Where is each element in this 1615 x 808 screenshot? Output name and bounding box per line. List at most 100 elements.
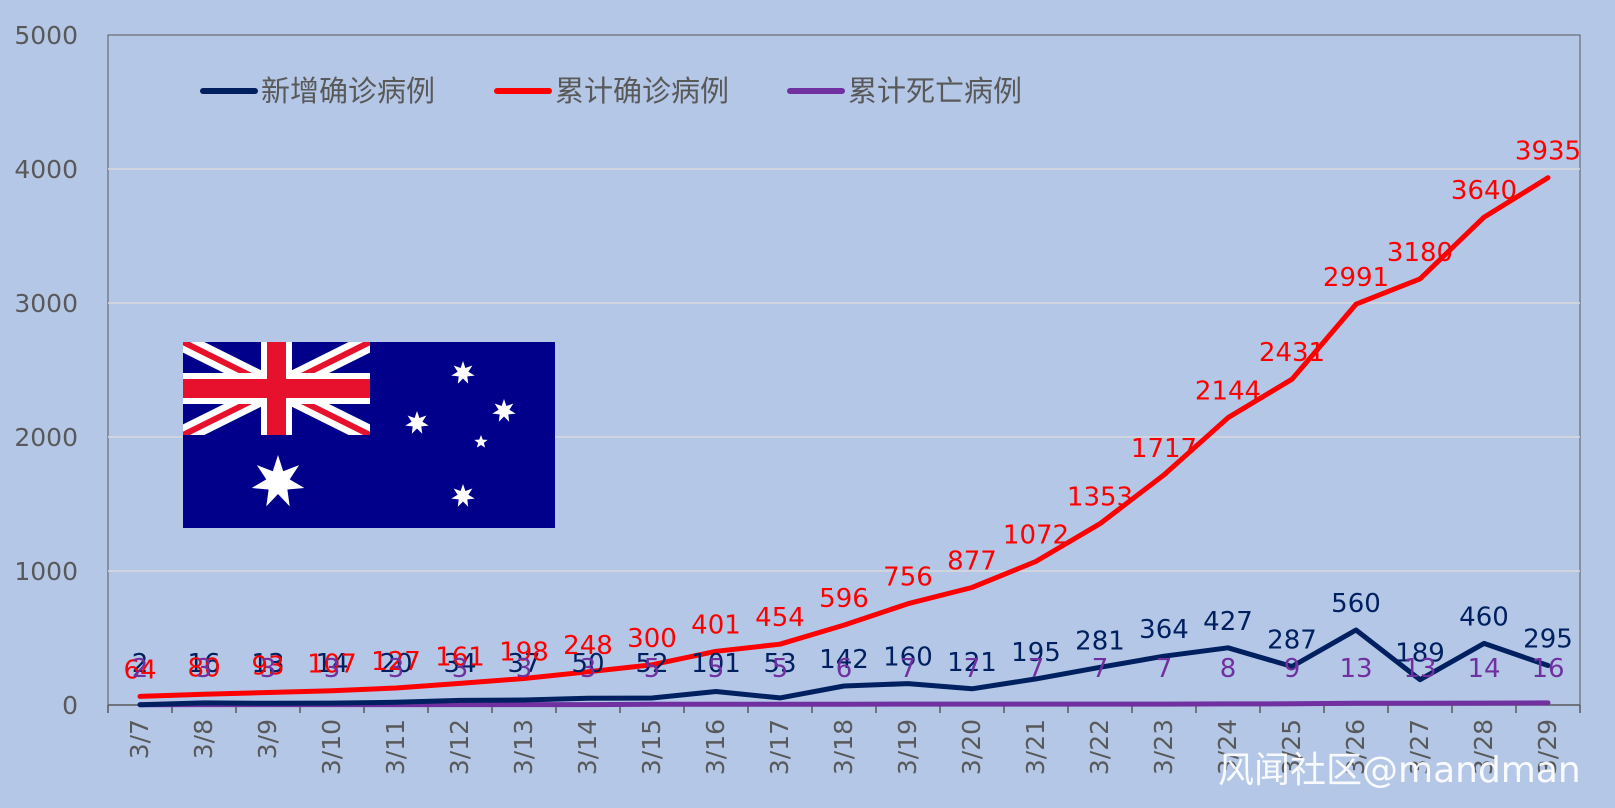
series-line-cumulative-cases — [137, 175, 1551, 699]
data-label-new: 460 — [1459, 602, 1509, 632]
data-label-new: 16 — [187, 649, 220, 679]
data-label-new: 50 — [571, 649, 604, 679]
data-label-new: 2 — [132, 649, 149, 679]
y-tick-label: 1000 — [14, 557, 78, 586]
data-label-new: 189 — [1395, 639, 1445, 669]
y-tick-label: 2000 — [14, 423, 78, 452]
data-label-cumulative: 596 — [819, 584, 869, 614]
data-label-cumulative: 64 — [123, 655, 156, 685]
data-label-cumulative: 454 — [755, 603, 805, 633]
x-tick-label: 3/12 — [445, 719, 474, 775]
x-axis: 3/7 3/8 3/9 3/10 3/11 3/12 3/13 3/14 3/15 3/16 3/1… — [107, 704, 1581, 775]
data-label-deaths: 13 — [1339, 654, 1372, 684]
data-label-deaths: 16 — [1531, 654, 1564, 684]
data-label-deaths: 3 — [324, 654, 341, 684]
x-tick-label: 3/23 — [1149, 719, 1178, 775]
x-tick-label: 3/25 — [1277, 719, 1306, 775]
australia-flag-icon — [183, 342, 555, 528]
x-tick-label: 3/13 — [509, 719, 538, 775]
data-label-cumulative: 107 — [307, 650, 357, 680]
data-label-new: 287 — [1267, 626, 1317, 656]
data-label-cumulative: 3180 — [1387, 238, 1453, 268]
data-label-deaths: 7 — [1092, 654, 1109, 684]
x-tick-label: 3/27 — [1405, 719, 1434, 775]
y-tick-label: 5000 — [14, 21, 78, 50]
x-tick-label: 3/8 — [189, 719, 218, 759]
data-label-cumulative: 3640 — [1451, 176, 1517, 206]
data-label-new: 121 — [947, 648, 997, 678]
data-label-deaths: 7 — [1028, 654, 1045, 684]
legend-label-cumulative: 累计确诊病例 — [555, 74, 729, 108]
legend-label-new: 新增确诊病例 — [261, 74, 435, 108]
data-label-new: 142 — [819, 645, 869, 675]
legend: 新增确诊病例 累计确诊病例 累计死亡病例 — [200, 74, 1022, 108]
data-label-new: 160 — [883, 643, 933, 673]
x-tick-label: 3/24 — [1213, 719, 1242, 775]
data-label-deaths: 3 — [196, 654, 213, 684]
x-tick-label: 3/26 — [1341, 719, 1370, 775]
flag-star-icon — [451, 484, 475, 507]
watermark: 风闻社区@mandman — [1218, 750, 1581, 791]
data-labels: 2 16 13 14 20 34 37 50 52 101 53 142 160 121 195 281 364… — [123, 137, 1581, 686]
data-label-deaths: 6 — [836, 654, 853, 684]
data-label-new: 427 — [1203, 607, 1253, 637]
x-tick-label: 3/15 — [637, 719, 666, 775]
data-label-deaths: 3 — [516, 654, 533, 684]
x-tick-label: 3/17 — [765, 719, 794, 775]
data-label-cumulative: 756 — [883, 563, 933, 593]
data-label-new: 14 — [315, 649, 348, 679]
data-label-new: 560 — [1331, 589, 1381, 619]
x-tick-label: 3/9 — [253, 719, 282, 759]
x-tick-label: 3/29 — [1533, 719, 1562, 775]
x-tick-label: 3/22 — [1085, 719, 1114, 775]
legend-label-deaths: 累计死亡病例 — [848, 74, 1022, 108]
x-tick-label: 3/19 — [893, 719, 922, 775]
data-label-deaths: 5 — [772, 654, 789, 684]
x-tick-label: 3/21 — [1021, 719, 1050, 775]
data-label-cumulative: 248 — [563, 631, 613, 661]
x-tick-label: 3/18 — [829, 719, 858, 775]
flag-star-icon — [251, 455, 305, 507]
data-label-new: 52 — [635, 649, 668, 679]
data-label-new: 195 — [1011, 638, 1061, 668]
x-tick-label: 3/14 — [573, 719, 602, 775]
data-label-cumulative: 161 — [435, 642, 485, 672]
data-label-new: 101 — [691, 649, 741, 679]
data-label-deaths: 3 — [580, 654, 597, 684]
data-label-deaths: 3 — [388, 654, 405, 684]
data-label-cumulative: 300 — [627, 624, 677, 654]
data-label-cumulative: 1072 — [1003, 520, 1069, 550]
data-label-deaths: 14 — [1467, 654, 1500, 684]
flag-star-icon — [492, 399, 516, 422]
data-label-cumulative: 3935 — [1515, 137, 1581, 167]
data-label-cumulative: 2431 — [1259, 338, 1325, 368]
data-label-new: 20 — [379, 649, 412, 679]
x-tick-label: 3/28 — [1469, 719, 1498, 775]
data-label-deaths: 8 — [1220, 654, 1237, 684]
y-tick-label: 0 — [62, 691, 78, 720]
data-label-deaths: 3 — [452, 654, 469, 684]
data-label-new: 281 — [1075, 626, 1125, 656]
y-tick-label: 4000 — [14, 155, 78, 184]
flag-star-icon — [474, 435, 488, 448]
data-label-deaths: 2 — [132, 654, 149, 684]
data-label-cumulative: 877 — [947, 546, 997, 576]
x-tick-label: 3/7 — [125, 719, 154, 759]
y-tick-label: 3000 — [14, 289, 78, 318]
data-label-cumulative: 80 — [187, 653, 220, 683]
y-axis: 0 1000 2000 3000 4000 5000 — [14, 21, 78, 720]
data-label-deaths: 9 — [1284, 654, 1301, 684]
data-label-deaths: 7 — [964, 654, 981, 684]
data-label-deaths: 7 — [900, 654, 917, 684]
data-label-deaths: 13 — [1403, 654, 1436, 684]
data-label-cumulative: 1717 — [1131, 434, 1197, 464]
data-label-deaths: 3 — [260, 654, 277, 684]
data-label-cumulative: 2144 — [1195, 377, 1261, 407]
data-label-cumulative: 127 — [371, 647, 421, 677]
data-label-cumulative: 401 — [691, 610, 741, 640]
series-lines — [137, 175, 1551, 708]
flag-star-icon — [451, 361, 475, 384]
data-label-deaths: 7 — [1156, 654, 1173, 684]
data-label-new: 13 — [251, 649, 284, 679]
